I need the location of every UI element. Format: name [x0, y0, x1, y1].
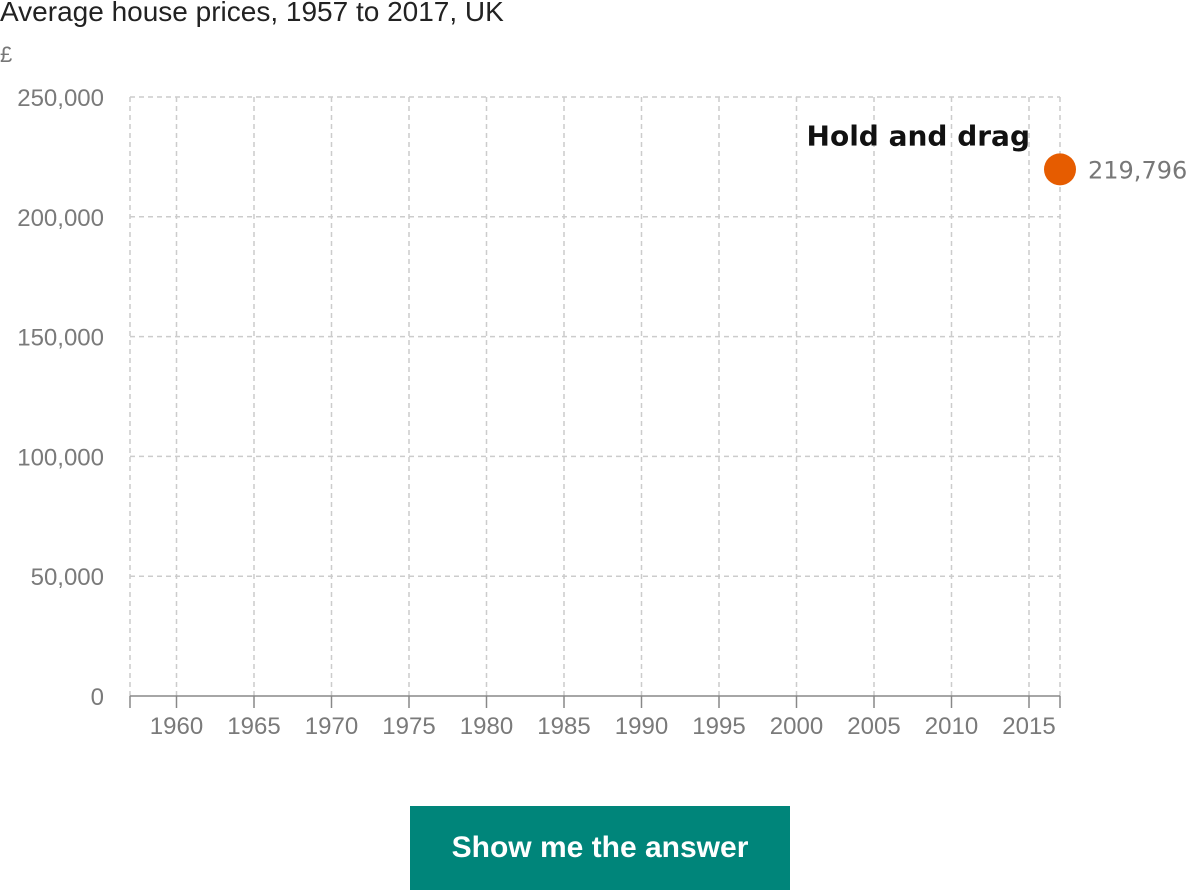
annotation-layer: Hold and drag: [807, 119, 1030, 152]
draggable-point[interactable]: [1044, 153, 1076, 186]
show-answer-button[interactable]: Show me the answer: [410, 806, 790, 890]
x-tick-label: 1980: [460, 713, 513, 740]
line-chart[interactable]: 0 50,000 100,000 150,000 200,000 250,000 1960…: [0, 0, 1191, 800]
x-tick-label: 2005: [847, 713, 900, 740]
y-tick-label: 150,000: [17, 325, 104, 352]
x-tick-label: 1965: [227, 713, 280, 740]
x-axis-tick-labels: 1960 1965 1970 1975 1980 1985 1990 1995 2000 2005…: [150, 713, 1056, 740]
y-tick-label: 200,000: [17, 205, 104, 232]
y-tick-label: 100,000: [17, 444, 104, 471]
x-tick-label: 2015: [1002, 713, 1055, 740]
data-points: 219,796: [1044, 153, 1187, 186]
hold-and-drag-hint: Hold and drag: [807, 119, 1030, 152]
x-tick-label: 2010: [925, 713, 978, 740]
chart-axes: [129, 695, 1061, 708]
point-value-label: 219,796: [1088, 156, 1187, 184]
y-tick-label: 50,000: [31, 564, 104, 591]
y-tick-label: 0: [91, 684, 104, 711]
x-tick-label: 1995: [692, 713, 745, 740]
y-axis-tick-labels: 0 50,000 100,000 150,000 200,000 250,000: [17, 85, 104, 711]
x-tick-label: 1990: [615, 713, 668, 740]
chart-grid: [129, 96, 1061, 696]
x-tick-label: 1985: [537, 713, 590, 740]
y-tick-label: 250,000: [17, 85, 104, 112]
x-tick-label: 1960: [150, 713, 203, 740]
x-tick-label: 1975: [382, 713, 435, 740]
x-tick-label: 1970: [305, 713, 358, 740]
y-axis-unit-label: £: [0, 42, 13, 67]
x-tick-label: 2000: [770, 713, 823, 740]
chart-title: Average house prices, 1957 to 2017, UK: [0, 0, 504, 27]
